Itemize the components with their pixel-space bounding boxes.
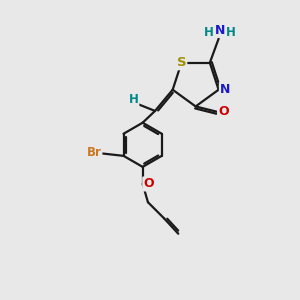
Text: O: O: [218, 105, 229, 118]
Text: Br: Br: [87, 146, 101, 159]
Text: S: S: [177, 56, 186, 69]
Text: H: H: [129, 93, 139, 106]
Text: N: N: [220, 82, 230, 96]
Text: N: N: [215, 24, 226, 37]
Text: O: O: [143, 178, 154, 190]
Text: H: H: [226, 26, 236, 39]
Text: H: H: [204, 26, 214, 39]
